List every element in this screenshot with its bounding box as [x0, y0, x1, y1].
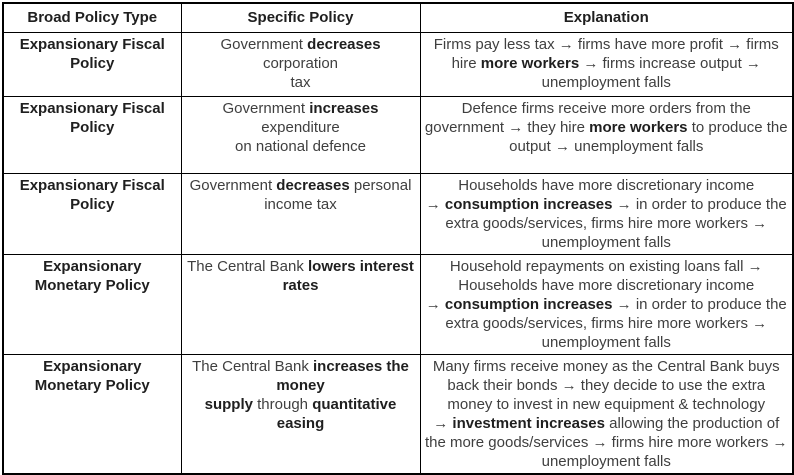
explanation-cell: Household repayments on existing loans f…: [419, 253, 794, 355]
policy-type-cell: Expansionary Fiscal Policy: [2, 95, 182, 174]
specific-policy-cell: Government decreases personal income tax: [180, 172, 421, 255]
table-row: Expansionary Monetary Policy The Central…: [2, 253, 794, 355]
explanation-cell: Firms pay less tax → firms have more pro…: [419, 31, 794, 97]
specific-policy-cell: Government increases expenditure on nati…: [180, 95, 421, 174]
column-header-specific-policy: Specific Policy: [180, 2, 421, 33]
table-row: Expansionary Fiscal Policy Government in…: [2, 95, 794, 174]
explanation-cell: Many firms receive money as the Central …: [419, 353, 794, 474]
policy-type-cell: Expansionary Monetary Policy: [2, 253, 182, 355]
table-row: Expansionary Monetary Policy The Central…: [2, 353, 794, 474]
policy-type-cell: Expansionary Monetary Policy: [2, 353, 182, 474]
column-header-explanation: Explanation: [419, 2, 794, 33]
table-row: Expansionary Fiscal Policy Government de…: [2, 172, 794, 255]
policy-type-cell: Expansionary Fiscal Policy: [2, 31, 182, 97]
table-header-row: Broad Policy Type Specific Policy Explan…: [2, 2, 794, 33]
policy-type-cell: Expansionary Fiscal Policy: [2, 172, 182, 255]
column-header-broad-policy-type: Broad Policy Type: [2, 2, 182, 33]
header-row: Broad Policy Type Specific Policy Explan…: [2, 2, 794, 33]
explanation-cell: Defence firms receive more orders from t…: [419, 95, 794, 174]
table-row: Expansionary Fiscal Policy Government de…: [2, 31, 794, 97]
explanation-cell: Households have more discretionary incom…: [419, 172, 794, 255]
specific-policy-cell: The Central Bank lowers interest rates: [180, 253, 421, 355]
table-body: Expansionary Fiscal Policy Government de…: [2, 31, 794, 474]
specific-policy-cell: Government decreases corporation tax: [180, 31, 421, 97]
specific-policy-cell: The Central Bank increases the money sup…: [180, 353, 421, 474]
